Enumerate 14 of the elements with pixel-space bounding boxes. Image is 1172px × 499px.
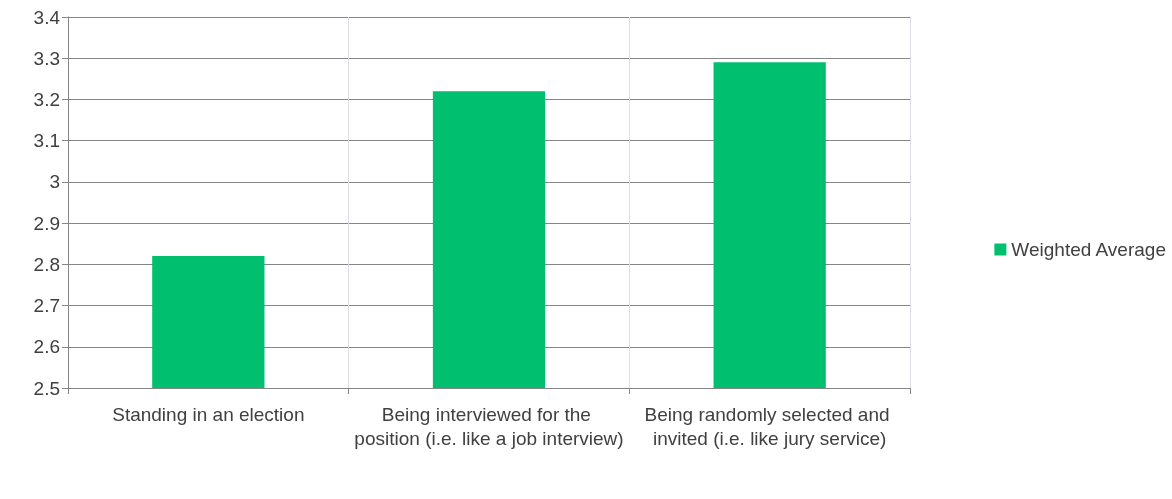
y-tick-label: 2.5 [33,377,60,399]
y-tick-label: 3.2 [33,88,60,110]
x-tick-label: Being interviewed for the position (i.e. like a job interview) [354,403,624,449]
y-tick-label: 2.7 [33,295,60,317]
y-tick-label: 3.3 [33,47,60,69]
y-tick-label: 3 [49,171,60,193]
y-tick-label: 3.4 [33,6,61,28]
x-tick-label: Standing in an election [112,403,305,425]
legend-label: Weighted Average [1011,239,1166,260]
y-tick-label: 2.8 [33,253,60,275]
x-tick-label: Being randomly selected and invited (i.e. like jury service) [644,403,895,449]
y-tick-label: 3.1 [33,130,60,152]
y-tick-label: 2.6 [33,336,60,358]
y-tick-label: 2.9 [33,212,60,234]
